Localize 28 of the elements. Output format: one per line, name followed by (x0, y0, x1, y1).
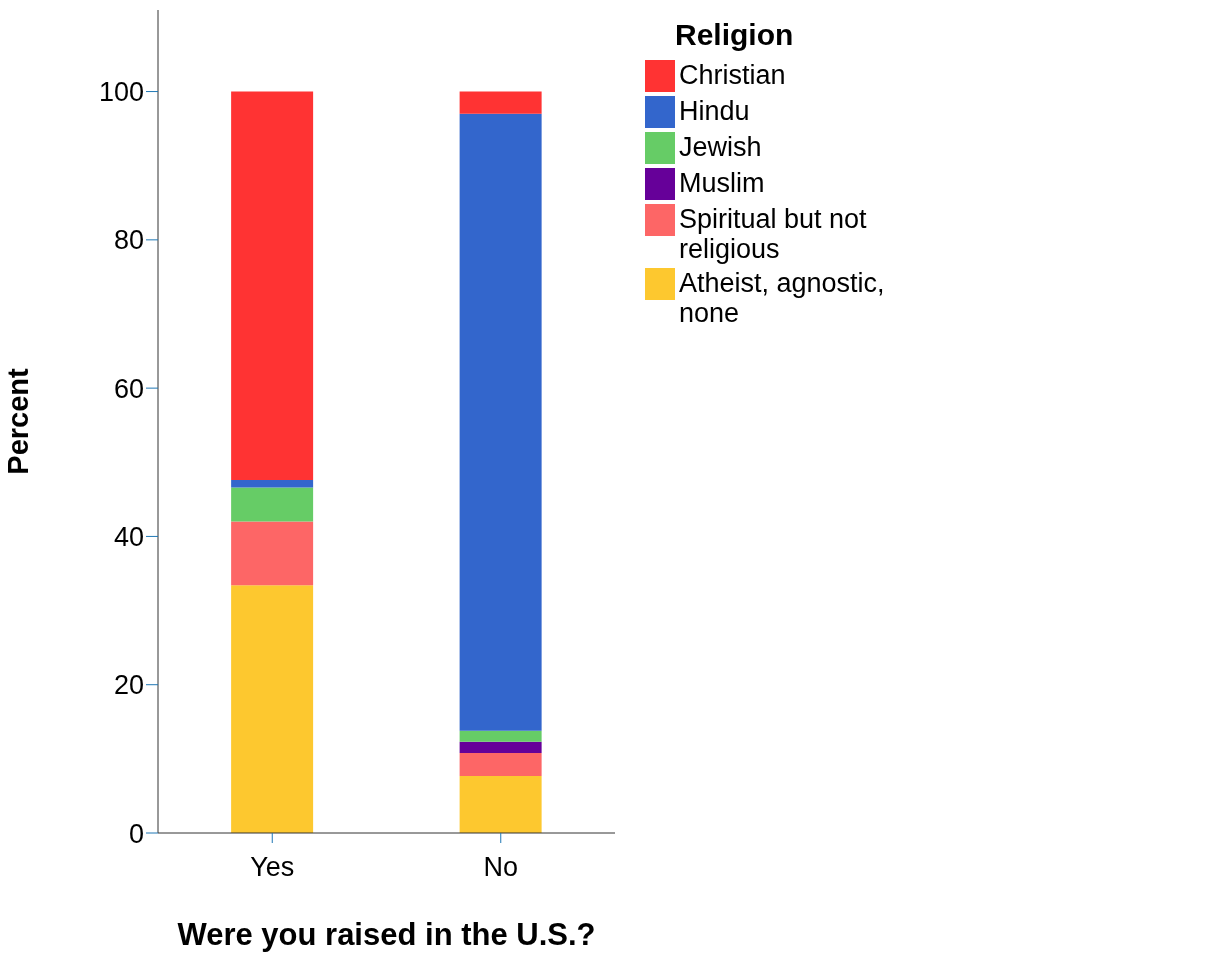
legend-label: Christian (679, 60, 786, 90)
bar (231, 521, 314, 586)
bar (231, 585, 314, 833)
y-tick-label: 100 (98, 77, 144, 108)
y-tick-label: 0 (128, 818, 144, 849)
bar (459, 741, 542, 753)
y-tick-label: 80 (113, 225, 144, 256)
y-tick-label: 40 (113, 522, 144, 553)
y-axis-title: Percent (2, 367, 35, 475)
bar (459, 752, 542, 776)
y-tick-label: 20 (113, 670, 144, 701)
x-tick-label: Yes (250, 852, 295, 883)
legend-title: Religion (675, 18, 795, 52)
bar (231, 480, 314, 488)
bar (231, 487, 314, 522)
y-tick-label: 60 (113, 373, 144, 404)
bar (459, 91, 542, 114)
x-tick-label: No (483, 852, 519, 883)
legend-label: Jewish (679, 132, 762, 162)
legend-label: Spiritual but not religious (679, 204, 868, 264)
legend-label: Atheist, agnostic, none (679, 268, 886, 328)
legend-label: Hindu (679, 96, 750, 126)
bar (459, 775, 542, 833)
bar (459, 113, 542, 731)
x-axis-title: Were you raised in the U.S.? (177, 917, 596, 952)
legend-label: Muslim (679, 168, 765, 198)
bar (231, 91, 314, 481)
bar (459, 730, 542, 742)
